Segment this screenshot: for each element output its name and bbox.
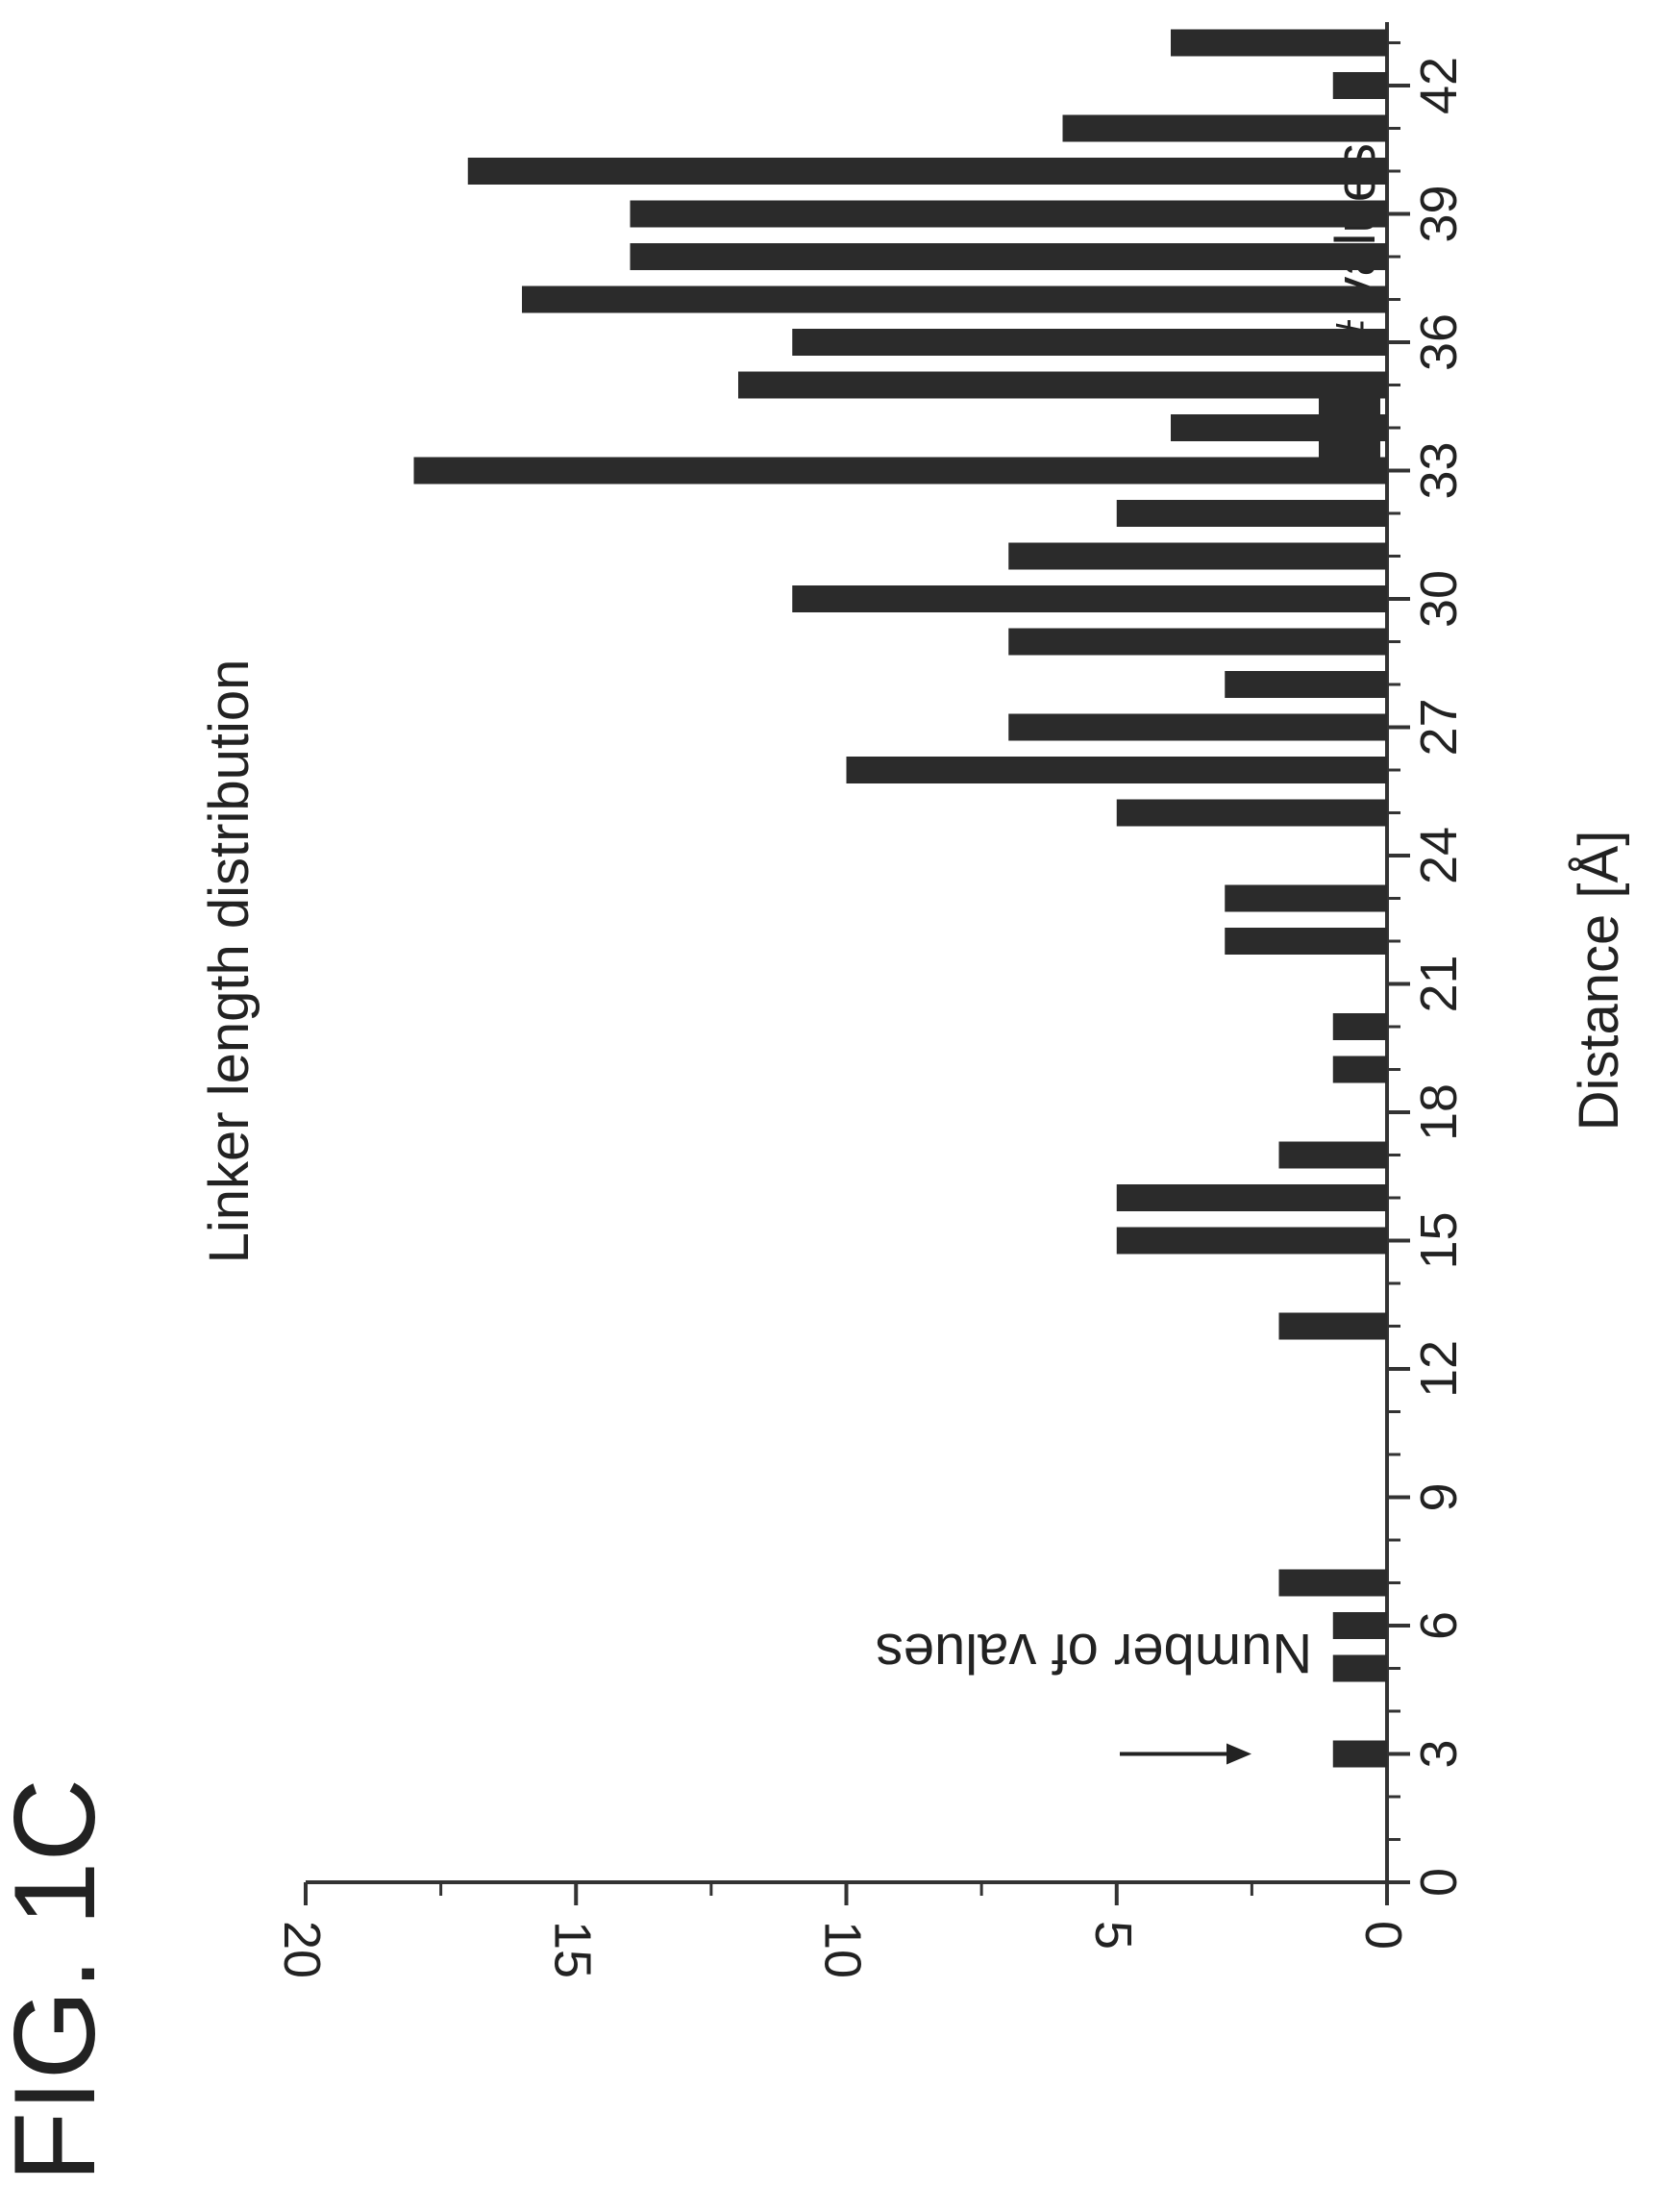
bar-distance-33 xyxy=(413,457,1387,485)
x-tick-label-36: 36 xyxy=(1410,313,1468,371)
bar-distance-28 xyxy=(1225,671,1387,698)
bar-distance-35 xyxy=(738,371,1387,399)
bar-distance-25 xyxy=(1116,799,1387,827)
bar-distance-40 xyxy=(467,158,1387,185)
y-tick-label-0: 0 xyxy=(1354,1921,1412,1950)
y-axis: 0 5 10 15 20 xyxy=(273,1880,1412,1978)
bar-distance-20 xyxy=(1332,1013,1387,1040)
x-tick-label-3: 3 xyxy=(1410,1739,1468,1768)
bar-distance-22 xyxy=(1225,928,1387,955)
bar-distance-42 xyxy=(1332,72,1387,99)
bar-distance-16 xyxy=(1116,1184,1387,1211)
y-tick-label-10: 10 xyxy=(814,1921,872,1978)
bar-distance-31 xyxy=(1008,542,1387,570)
bar-distance-27 xyxy=(1008,713,1387,741)
bar-distance-41 xyxy=(1062,114,1387,142)
x-tick-label-42: 42 xyxy=(1410,57,1468,114)
x-tick-label-18: 18 xyxy=(1410,1083,1468,1141)
figure-label: FIG. 1C xyxy=(0,1778,119,2182)
bar-distance-37 xyxy=(522,286,1387,313)
chart-title: Linker length distribution xyxy=(198,659,260,1264)
y-tick-label-15: 15 xyxy=(543,1921,601,1978)
y-axis-title: Number of values xyxy=(876,1622,1313,1684)
bar-distance-19 xyxy=(1332,1056,1387,1083)
bar-distance-30 xyxy=(792,585,1387,612)
bars xyxy=(413,29,1387,1768)
x-tick-label-24: 24 xyxy=(1410,827,1468,884)
bar-distance-29 xyxy=(1008,628,1387,656)
bar-distance-36 xyxy=(792,329,1387,356)
y-tick-label-5: 5 xyxy=(1084,1921,1142,1950)
bar-distance-6 xyxy=(1332,1612,1387,1639)
bar-distance-26 xyxy=(846,757,1387,783)
bar-distance-13 xyxy=(1278,1312,1387,1340)
bar-distance-23 xyxy=(1225,884,1387,912)
bar-distance-15 xyxy=(1116,1227,1387,1255)
arrow-head xyxy=(1226,1743,1251,1765)
bar-distance-39 xyxy=(630,200,1387,228)
arrow-annotation xyxy=(1120,1743,1251,1765)
x-axis-title: Distance [Å] xyxy=(1568,831,1630,1131)
x-tick-label-12: 12 xyxy=(1410,1340,1468,1398)
x-tick-label-9: 9 xyxy=(1410,1482,1468,1511)
bar-distance-3 xyxy=(1332,1740,1387,1768)
bar-distance-17 xyxy=(1278,1141,1387,1169)
x-tick-label-21: 21 xyxy=(1410,955,1468,1012)
x-tick-label-0: 0 xyxy=(1410,1868,1468,1897)
x-tick-label-33: 33 xyxy=(1410,441,1468,499)
x-tick-label-27: 27 xyxy=(1410,698,1468,756)
bar-distance-5 xyxy=(1332,1654,1387,1682)
x-tick-label-30: 30 xyxy=(1410,570,1468,628)
x-tick-label-6: 6 xyxy=(1410,1611,1468,1640)
bar-distance-38 xyxy=(630,243,1387,270)
bar-distance-7 xyxy=(1278,1569,1387,1597)
bar-distance-34 xyxy=(1171,414,1387,441)
bar-distance-32 xyxy=(1116,500,1387,527)
x-tick-label-15: 15 xyxy=(1410,1211,1468,1269)
bar-distance-43 xyxy=(1171,29,1387,57)
x-tick-label-39: 39 xyxy=(1410,185,1468,242)
y-tick-label-20: 20 xyxy=(273,1921,331,1978)
